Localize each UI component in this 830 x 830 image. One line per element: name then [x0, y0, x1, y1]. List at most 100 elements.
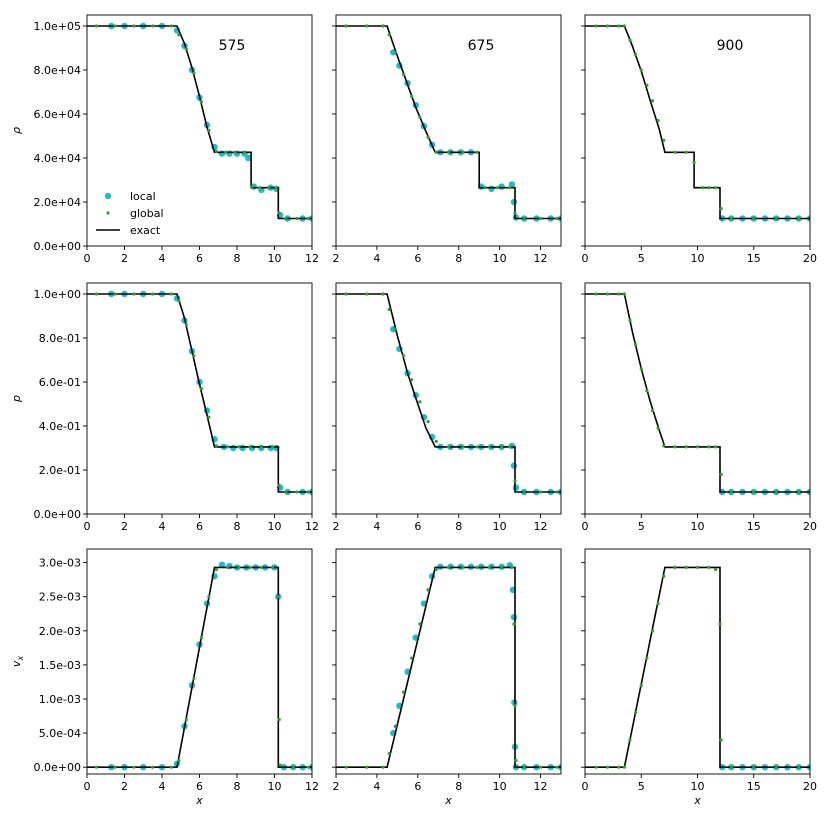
global-point [475, 150, 479, 154]
global-point [242, 150, 247, 154]
global-point [639, 367, 643, 371]
global-point [555, 490, 559, 494]
plot-area [336, 562, 561, 771]
y-tick-label: 0.0e+00 [34, 508, 81, 521]
global-point [707, 565, 711, 570]
global-point [192, 354, 196, 358]
global-point [259, 565, 263, 570]
global-point [434, 439, 438, 443]
legend-label-local: local [130, 190, 156, 203]
global-point [387, 33, 391, 37]
global-point [259, 445, 263, 449]
global-point [628, 738, 632, 742]
plot-area [585, 565, 810, 771]
global-point [151, 292, 155, 296]
global-point [797, 216, 801, 221]
panel-annotation: 575 [219, 38, 246, 54]
global-point [214, 444, 218, 448]
y-tick-label: 1.0e-03 [39, 693, 81, 706]
panel-r2-c0: 0 2 4 6 8 10 12 0.0e+00 5.0e-04 1.0e-03 1.5e-03 2.0… [10, 548, 319, 807]
x-tick-label: 4 [373, 252, 380, 265]
exact-line [87, 25, 312, 220]
global-point [233, 150, 237, 154]
global-point [344, 765, 348, 769]
x-tick-label: 12 [305, 520, 319, 533]
global-point [94, 24, 98, 28]
y-axis-label: p [10, 395, 23, 403]
panel-r1-c2: 0 5 10 15 20 [581, 282, 817, 533]
x-tick-label: 15 [747, 252, 761, 265]
global-point [426, 588, 430, 592]
x-tick-label: 12 [305, 780, 319, 793]
x-tick-label: 12 [534, 780, 548, 793]
global-point [555, 765, 559, 769]
global-point [774, 216, 778, 221]
global-point [718, 622, 722, 626]
global-point [132, 24, 136, 28]
x-tick-label: 4 [159, 780, 166, 793]
global-point [752, 490, 756, 494]
global-point [387, 307, 391, 311]
exact-line [87, 293, 312, 493]
global-point [617, 765, 621, 769]
global-point [295, 490, 299, 494]
local-point [510, 613, 518, 621]
y-tick-label: 4.0e-01 [39, 420, 81, 433]
global-point [237, 565, 241, 570]
global-point [707, 445, 711, 449]
global-point [393, 327, 397, 331]
global-point [381, 765, 385, 769]
plot-area [336, 292, 561, 496]
x-tick-label: 2 [333, 780, 340, 793]
global-point [177, 33, 181, 37]
y-tick-label: 6.0e+04 [34, 108, 81, 121]
x-tick-label: 10 [268, 252, 282, 265]
global-point [650, 99, 655, 103]
global-point [214, 567, 218, 572]
x-tick-label: 0 [84, 780, 91, 793]
local-point [508, 181, 516, 188]
x-tick-label: 8 [234, 780, 241, 793]
x-axis-label: x [444, 794, 452, 807]
panel-annotation: 675 [468, 38, 495, 54]
global-point [774, 490, 778, 494]
x-tick-label: 20 [803, 780, 817, 793]
x-tick-label: 0 [582, 520, 589, 533]
global-point [514, 758, 518, 762]
x-tick-label: 12 [534, 520, 548, 533]
global-point [605, 24, 610, 28]
x-tick-label: 2 [333, 520, 340, 533]
x-tick-label: 4 [159, 520, 166, 533]
global-point [719, 207, 723, 211]
y-tick-label: 8.0e+04 [34, 64, 81, 77]
global-point [401, 690, 406, 694]
x-tick-label: 20 [803, 252, 817, 265]
y-tick-label: 5.0e-04 [39, 727, 81, 740]
local-point [218, 150, 226, 157]
global-point [622, 765, 626, 769]
y-tick-label: 1.0e+00 [34, 288, 81, 301]
plot-area [87, 561, 312, 771]
global-point [628, 318, 632, 322]
global-point [410, 94, 414, 98]
exact-line [585, 293, 810, 493]
global-point [684, 565, 688, 570]
global-point [461, 565, 465, 570]
exact-line [336, 293, 561, 493]
exact-line [585, 566, 810, 769]
global-point [207, 128, 211, 133]
plot-area [87, 22, 312, 222]
x-tick-label: 20 [803, 520, 817, 533]
global-point [393, 724, 397, 728]
global-point [237, 445, 241, 449]
legend-local-swatch [104, 192, 112, 200]
global-point [513, 211, 517, 215]
global-point [446, 445, 451, 449]
global-point [487, 445, 492, 449]
legend-label-exact: exact [130, 224, 161, 237]
global-point [650, 409, 655, 413]
local-point [245, 154, 252, 162]
y-tick-label: 2.0e-03 [39, 625, 81, 638]
global-point [277, 717, 281, 722]
panel-r2-c1: 2 4 6 8 10 12 x [332, 548, 562, 807]
